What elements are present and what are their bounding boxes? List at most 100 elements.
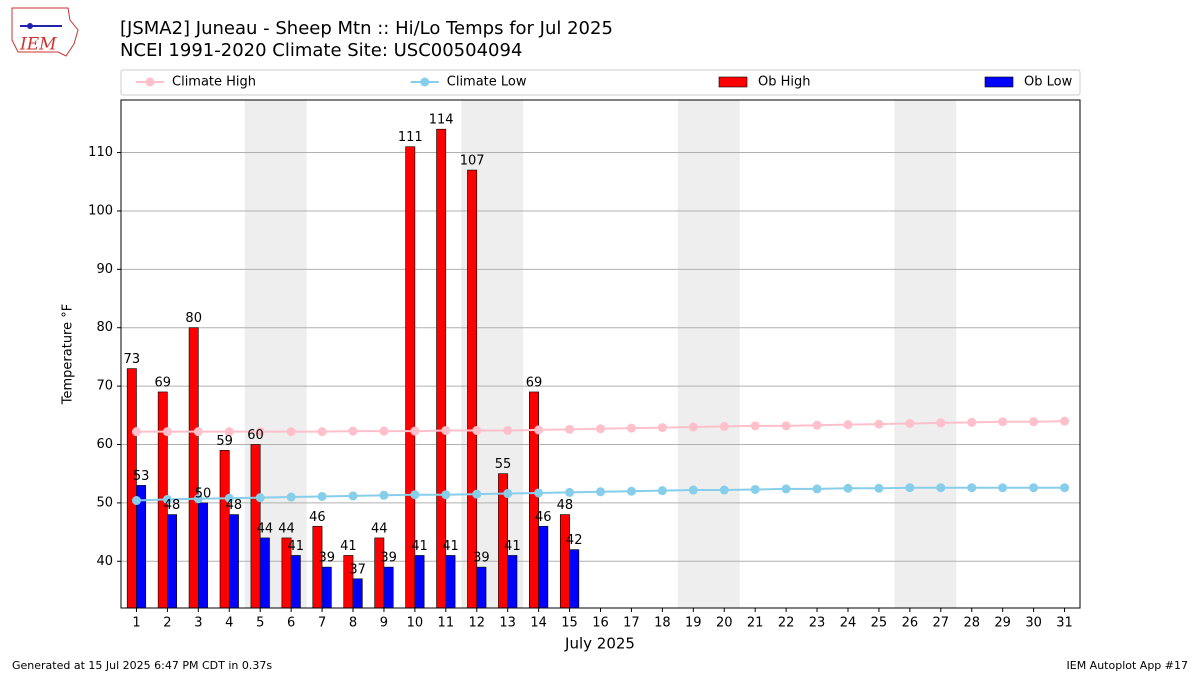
x-tick-label: 17	[623, 616, 640, 631]
line-point	[224, 427, 234, 437]
bar	[228, 514, 239, 609]
data-label: 42	[566, 533, 583, 548]
x-tick-label: 5	[256, 616, 264, 631]
line-point	[379, 490, 389, 500]
x-tick-label: 13	[499, 616, 516, 631]
line-point	[503, 489, 513, 499]
line-point	[596, 487, 605, 497]
bar	[569, 549, 580, 609]
line-point	[812, 420, 822, 430]
bar	[467, 169, 478, 609]
x-tick-label: 25	[871, 616, 888, 631]
line-point	[348, 426, 358, 436]
data-label: 60	[247, 428, 264, 443]
logo-outline	[11, 7, 79, 57]
x-tick-label: 28	[963, 616, 980, 631]
data-label: 55	[495, 457, 512, 472]
line-point	[657, 423, 667, 433]
legend-marker	[420, 77, 430, 87]
bar	[321, 566, 332, 609]
legend-label: Climate High	[172, 75, 256, 90]
footer-left: Generated at 15 Jul 2025 6:47 PM CDT in …	[12, 659, 272, 672]
line-point	[719, 485, 729, 495]
data-label: 46	[309, 510, 326, 525]
bar	[414, 555, 425, 609]
line-point	[410, 426, 420, 436]
x-tick-label: 20	[716, 616, 733, 631]
x-tick-label: 6	[287, 616, 295, 631]
line-point	[719, 421, 729, 431]
line-point	[255, 427, 265, 437]
data-label: 46	[535, 510, 552, 525]
data-label: 73	[124, 352, 141, 367]
line-point	[936, 418, 946, 428]
line-point	[750, 484, 760, 494]
x-tick-label: 15	[561, 616, 578, 631]
weekend-band	[677, 100, 740, 608]
line-point	[657, 486, 667, 496]
x-tick-label: 18	[654, 616, 671, 631]
bar	[290, 555, 301, 609]
line-point	[131, 427, 141, 437]
line-point	[317, 427, 327, 437]
legend-label: Ob High	[758, 75, 811, 90]
x-tick-label: 3	[194, 616, 202, 631]
line-point	[967, 417, 977, 427]
bar	[259, 537, 270, 609]
line-point	[998, 417, 1008, 427]
line-point	[317, 491, 327, 501]
line-point	[843, 420, 853, 430]
x-tick-label: 31	[1056, 616, 1073, 631]
data-label: 44	[278, 521, 295, 536]
x-tick-label: 21	[747, 616, 764, 631]
x-tick-label: 27	[933, 616, 950, 631]
chart-subtitle: NCEI 1991-2020 Climate Site: USC00504094	[120, 40, 522, 61]
line-point	[379, 426, 389, 436]
data-label: 41	[442, 539, 459, 554]
data-label: 48	[164, 498, 181, 513]
bar	[559, 514, 570, 609]
line-point	[781, 421, 791, 431]
x-tick-label: 24	[840, 616, 857, 631]
data-label: 69	[526, 375, 543, 390]
y-tick-label: 100	[88, 203, 113, 218]
line-point	[193, 494, 203, 504]
line-point	[812, 484, 822, 494]
y-tick-label: 90	[96, 262, 113, 277]
line-point	[193, 427, 203, 437]
line-point	[1060, 483, 1070, 493]
x-tick-label: 1	[132, 616, 140, 631]
line-point	[472, 489, 482, 499]
bar	[507, 555, 518, 609]
line-point	[874, 419, 884, 429]
x-tick-label: 8	[349, 616, 357, 631]
line-point	[224, 493, 234, 503]
legend-swatch	[718, 76, 748, 88]
data-label: 44	[257, 521, 274, 536]
line-point	[998, 483, 1008, 493]
y-tick-label: 80	[96, 320, 113, 335]
line-point	[565, 487, 575, 497]
x-axis-label: July 2025	[564, 635, 635, 653]
legend-label: Ob Low	[1024, 75, 1073, 90]
line-point	[534, 488, 544, 498]
bar	[476, 566, 487, 609]
data-label: 53	[133, 469, 150, 484]
x-tick-label: 14	[530, 616, 547, 631]
legend-swatch	[984, 76, 1014, 88]
data-label: 59	[216, 434, 233, 449]
line-point	[967, 483, 977, 493]
y-tick-label: 40	[96, 554, 113, 569]
bar	[198, 502, 208, 609]
line-point	[843, 483, 853, 493]
x-tick-label: 30	[1025, 616, 1042, 631]
footer-right: IEM Autoplot App #17	[1067, 659, 1189, 672]
data-label: 48	[226, 498, 243, 513]
bar	[219, 450, 230, 609]
line-point	[874, 483, 884, 493]
line-point	[626, 486, 636, 496]
line-point	[1029, 483, 1039, 493]
logo-dot	[27, 23, 33, 29]
line-point	[534, 425, 544, 435]
